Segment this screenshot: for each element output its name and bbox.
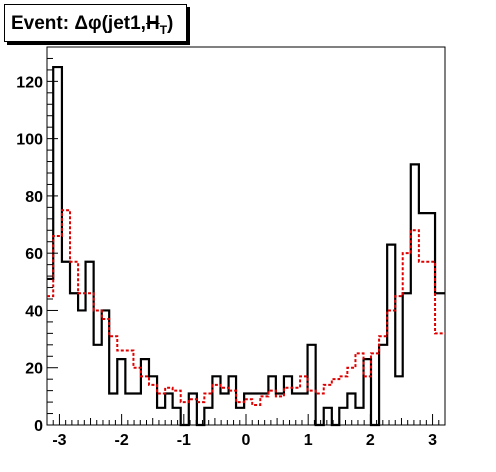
x-tick-label: -1	[177, 432, 191, 449]
axes-group: -3 -2 -1 0 1 2 3 0 20 40 60 80 100 120	[16, 46, 446, 449]
series-solid-black-line	[47, 65, 445, 427]
y-tick-label: 20	[25, 361, 43, 378]
title-main: Δφ(jet1,	[74, 13, 146, 34]
y-tick-label: 0	[34, 418, 43, 435]
y-tick-label: 100	[16, 132, 43, 149]
y-tick-label: 40	[25, 303, 43, 320]
y-tick-label: 120	[16, 74, 43, 91]
x-tick-label: 2	[366, 432, 375, 449]
chart-title-box: Event: Δφ(jet1,HT)	[4, 4, 187, 42]
title-prefix: Event:	[11, 13, 75, 34]
series-dashed-red-line	[47, 209, 445, 406]
x-tick-label: 0	[242, 432, 251, 449]
x-tick-label: -2	[115, 432, 129, 449]
title-sub: T	[159, 22, 168, 37]
x-tick-label: 1	[304, 432, 313, 449]
x-tick-label: 3	[428, 432, 437, 449]
title-met: H	[145, 13, 160, 34]
chart-title: Event: Δφ(jet1,HT)	[11, 13, 173, 37]
y-tick-label: 80	[25, 189, 43, 206]
plot-frame	[46, 46, 446, 426]
histogram-series-group	[47, 65, 445, 427]
title-suffix: )	[167, 13, 174, 34]
x-tick-label: -3	[52, 432, 66, 449]
y-tick-label: 60	[25, 246, 43, 263]
